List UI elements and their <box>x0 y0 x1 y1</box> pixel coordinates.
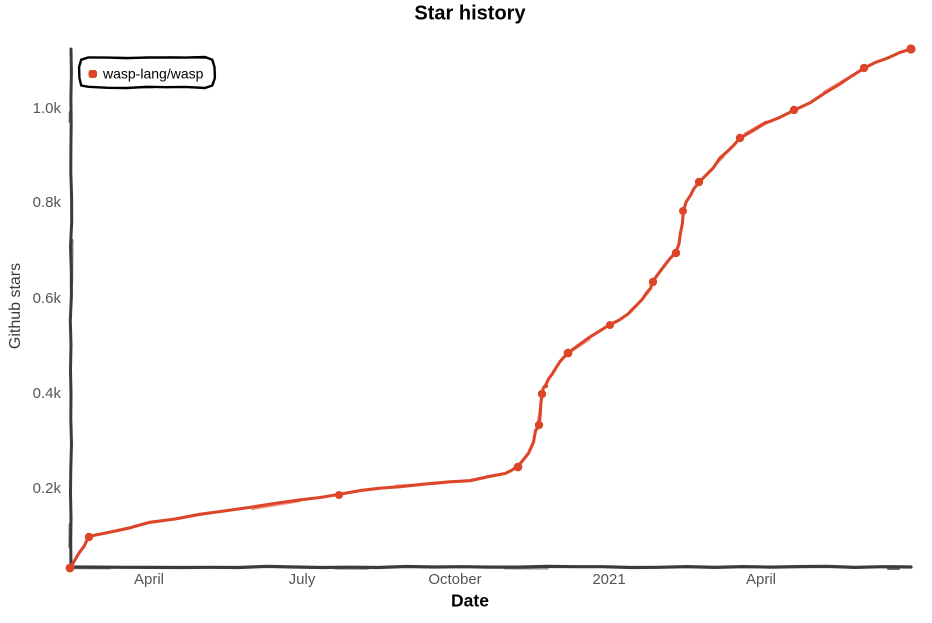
svg-text:0.2k: 0.2k <box>33 480 62 497</box>
svg-text:April: April <box>134 571 164 588</box>
svg-text:0.6k: 0.6k <box>33 290 62 307</box>
svg-text:wasp-lang/wasp: wasp-lang/wasp <box>102 66 204 82</box>
svg-text:April: April <box>746 571 776 588</box>
svg-text:2021: 2021 <box>592 571 625 588</box>
svg-text:July: July <box>289 571 316 588</box>
svg-text:October: October <box>428 571 481 588</box>
svg-text:0.4k: 0.4k <box>33 385 62 402</box>
svg-text:Star history: Star history <box>414 3 526 25</box>
svg-text:Github stars: Github stars <box>7 263 24 349</box>
svg-text:0.8k: 0.8k <box>33 194 62 211</box>
svg-text:Date: Date <box>451 591 489 611</box>
svg-text:1.0k: 1.0k <box>33 100 62 117</box>
